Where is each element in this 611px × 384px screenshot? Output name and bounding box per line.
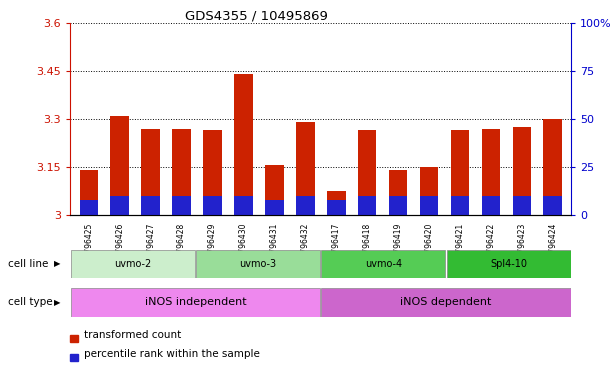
- Bar: [447, 250, 571, 278]
- Bar: [420, 196, 438, 215]
- Text: uvmo-4: uvmo-4: [365, 259, 402, 269]
- Bar: [111, 116, 129, 215]
- Text: transformed count: transformed count: [84, 330, 181, 340]
- Bar: [296, 196, 315, 215]
- Bar: [451, 196, 469, 215]
- Bar: [296, 122, 315, 215]
- Bar: [141, 129, 160, 215]
- Bar: [513, 196, 531, 215]
- Bar: [79, 170, 98, 215]
- Text: iNOS independent: iNOS independent: [145, 297, 246, 308]
- Bar: [172, 129, 191, 215]
- Text: GDS4355 / 10495869: GDS4355 / 10495869: [185, 10, 328, 23]
- Bar: [172, 196, 191, 215]
- Bar: [71, 250, 195, 278]
- Bar: [196, 250, 320, 278]
- Bar: [203, 130, 222, 215]
- Bar: [513, 127, 531, 215]
- Text: ▶: ▶: [54, 298, 60, 307]
- Bar: [79, 200, 98, 215]
- Text: cell line: cell line: [8, 259, 48, 269]
- Bar: [234, 74, 253, 215]
- Bar: [71, 288, 320, 317]
- Bar: [358, 196, 376, 215]
- Bar: [203, 196, 222, 215]
- Bar: [111, 196, 129, 215]
- Bar: [321, 250, 445, 278]
- Bar: [327, 191, 345, 215]
- Bar: [358, 130, 376, 215]
- Bar: [265, 166, 284, 215]
- Text: uvmo-2: uvmo-2: [114, 259, 152, 269]
- Bar: [234, 196, 253, 215]
- Bar: [451, 130, 469, 215]
- Text: iNOS dependent: iNOS dependent: [400, 297, 492, 308]
- Text: cell type: cell type: [8, 297, 53, 308]
- Bar: [481, 196, 500, 215]
- Bar: [543, 196, 562, 215]
- Bar: [265, 200, 284, 215]
- Bar: [321, 288, 571, 317]
- Text: Spl4-10: Spl4-10: [490, 259, 527, 269]
- Bar: [389, 196, 408, 215]
- Bar: [141, 196, 160, 215]
- Bar: [389, 170, 408, 215]
- Bar: [327, 200, 345, 215]
- Bar: [543, 119, 562, 215]
- Text: uvmo-3: uvmo-3: [240, 259, 277, 269]
- Bar: [481, 129, 500, 215]
- Bar: [420, 167, 438, 215]
- Text: percentile rank within the sample: percentile rank within the sample: [84, 349, 260, 359]
- Text: ▶: ▶: [54, 260, 60, 268]
